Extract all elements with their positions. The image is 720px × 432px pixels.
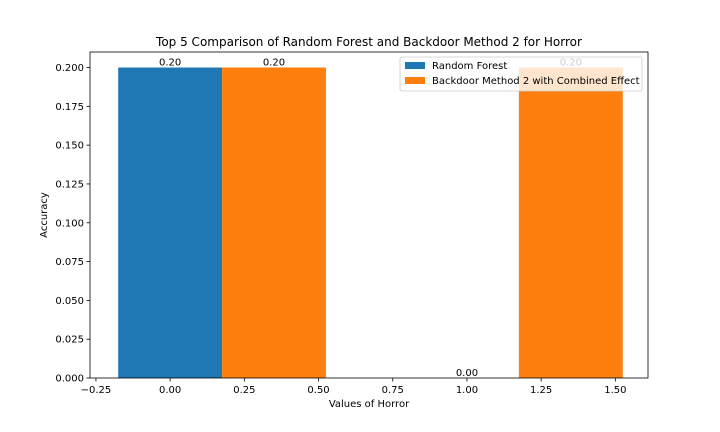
legend-swatch: [405, 62, 425, 69]
x-axis-label: Values of Horror: [329, 399, 410, 410]
x-tick-label: 0.50: [307, 385, 329, 396]
y-tick-label: 0.125: [55, 179, 84, 190]
y-tick-label: 0.150: [55, 141, 84, 152]
bars-layer: [118, 67, 623, 379]
legend-label: Random Forest: [432, 61, 507, 72]
x-tick-label: 1.00: [456, 385, 478, 396]
legend-swatch: [405, 77, 425, 84]
x-tick-label: 1.50: [604, 385, 626, 396]
legend-box: [399, 56, 643, 92]
bar-backdoor-method-2-0: [222, 67, 326, 379]
x-tick-label: 1.25: [530, 385, 552, 396]
bar-value-label: 0.00: [456, 368, 478, 379]
x-axis-ticks: −0.25 0.00 0.25 0.50 0.75 1.00 1.25 1.50: [81, 378, 626, 396]
legend-label: Backdoor Method 2 with Combined Effect: [432, 76, 640, 87]
bar-random-forest-0: [118, 67, 223, 379]
chart-title: Top 5 Comparison of Random Forest and Ba…: [155, 35, 582, 49]
plot-frame: [89, 51, 649, 379]
bar-backdoor-method-2-1: [518, 67, 623, 379]
y-tick-label: 0.050: [55, 296, 84, 307]
x-tick-label: 0.00: [159, 385, 181, 396]
y-tick-label: 0.000: [55, 374, 84, 385]
x-tick-label: −0.25: [81, 385, 112, 396]
y-axis-label: Accuracy: [39, 192, 50, 238]
y-tick-label: 0.075: [55, 257, 84, 268]
x-tick-label: 0.75: [382, 385, 404, 396]
y-tick-label: 0.200: [55, 63, 84, 74]
y-tick-label: 0.025: [55, 335, 84, 346]
bar-value-label: 0.20: [159, 58, 181, 69]
x-tick-label: 0.25: [233, 385, 255, 396]
legend: Random Forest Backdoor Method 2 with Comb…: [399, 56, 643, 92]
bar-value-label: 0.20: [263, 58, 285, 69]
y-axis-ticks: 0.000 0.025 0.050 0.075 0.100 0.125 0.150 0.175…: [55, 63, 90, 385]
y-tick-label: 0.100: [55, 218, 84, 229]
y-tick-label: 0.175: [55, 102, 84, 113]
